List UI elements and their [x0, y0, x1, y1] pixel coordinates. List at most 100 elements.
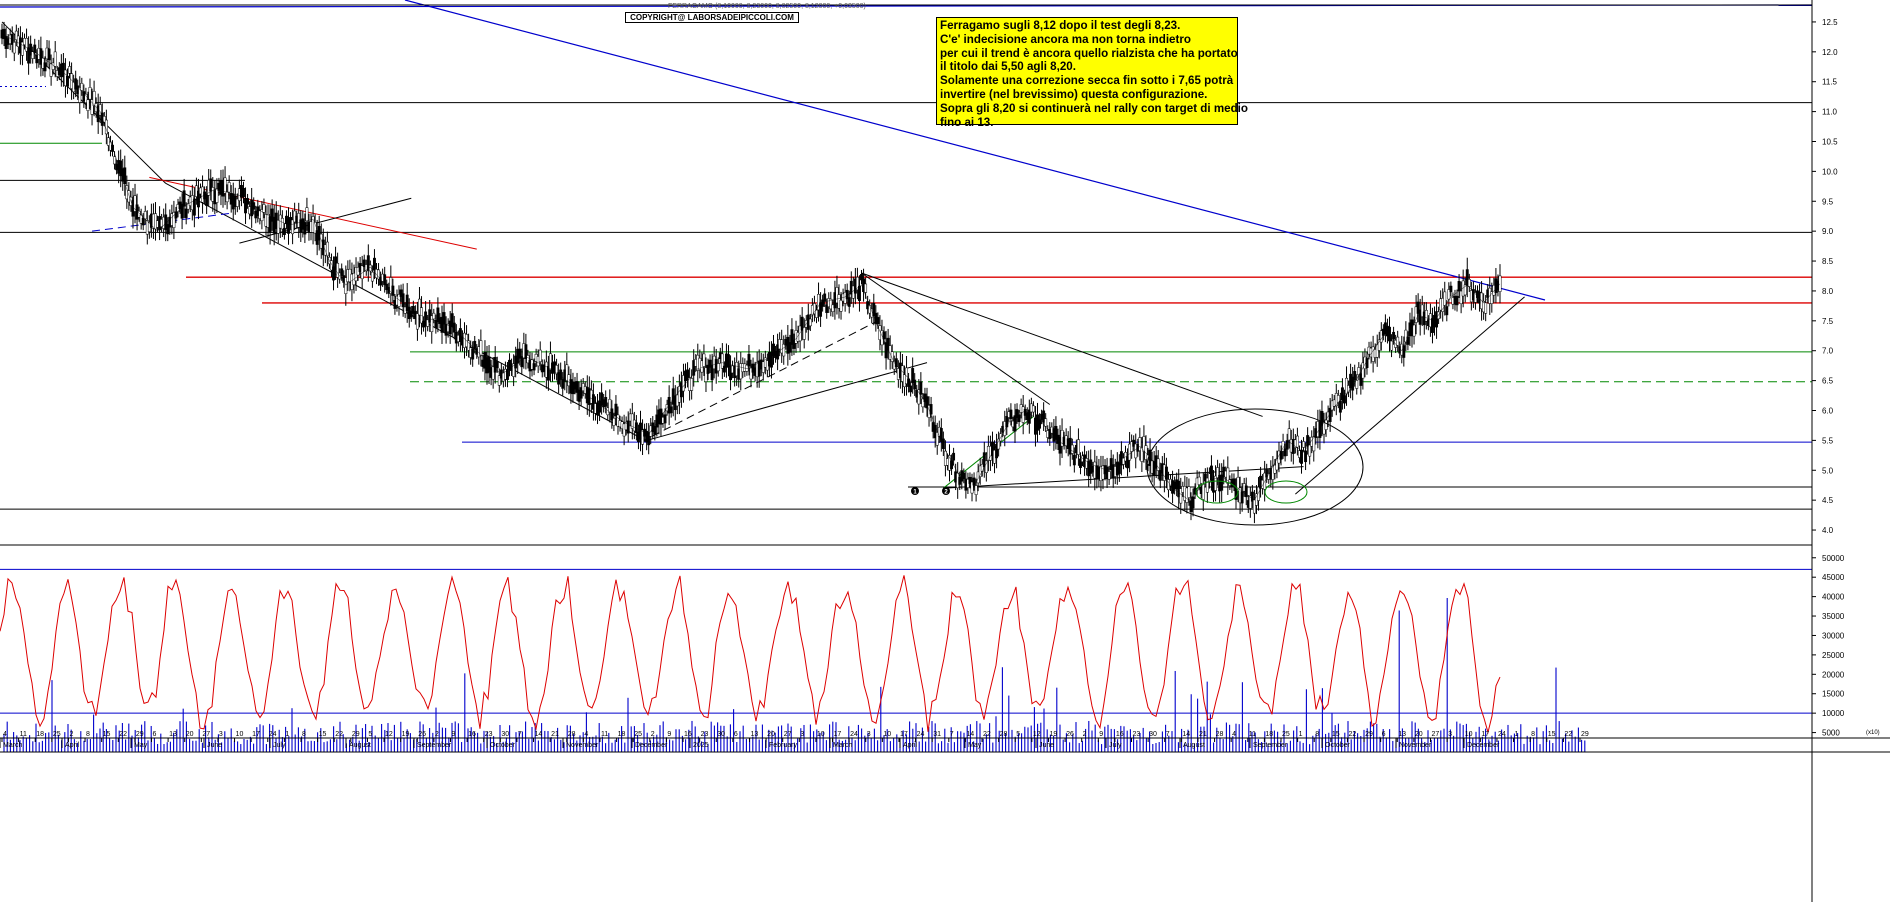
price-candle [424, 311, 428, 327]
price-candle [1390, 340, 1393, 351]
price-candle [1283, 448, 1287, 457]
month-label: December [1467, 742, 1500, 749]
price-candle [205, 194, 209, 206]
price-candle [608, 399, 612, 413]
month-label: September [417, 742, 452, 749]
price-candle [808, 318, 812, 327]
price-tick-label: 9.5 [1822, 197, 1834, 206]
ohlc-title: FERRAGAMO (8,10000, 8,23000, 8,02500, 8,… [668, 3, 866, 10]
price-candle [1140, 447, 1144, 462]
price-candle [1377, 339, 1381, 351]
price-candle [1023, 408, 1027, 416]
week-label: 16 [1116, 731, 1124, 738]
price-candle [802, 327, 806, 340]
price-candle [864, 283, 868, 293]
price-candle [770, 352, 773, 368]
week-label: 29 [136, 731, 144, 738]
price-candle [1304, 450, 1308, 463]
price-candle [43, 62, 47, 72]
price-candle [317, 226, 321, 241]
price-tick-label: 8.0 [1822, 287, 1834, 296]
price-candle [997, 438, 1001, 450]
month-label: October [1325, 742, 1351, 749]
price-candle [825, 304, 829, 313]
price-candle [141, 217, 145, 226]
price-candle [25, 38, 29, 52]
price-candle [1031, 405, 1035, 413]
price-candle [1138, 437, 1142, 451]
price-candle [1414, 306, 1418, 323]
price-candle [1412, 324, 1416, 337]
price-candle [401, 293, 405, 308]
price-candle [440, 316, 444, 333]
week-label: 12 [385, 731, 393, 738]
price-candle [1402, 345, 1406, 358]
week-label: 1 [285, 731, 289, 738]
volume-tick-label: 35000 [1822, 612, 1845, 621]
price-candle [962, 472, 966, 480]
price-candle [192, 199, 196, 216]
week-label: 27 [202, 731, 210, 738]
price-candle [1295, 435, 1299, 448]
price-candle [186, 203, 190, 210]
week-label: 5 [368, 731, 372, 738]
week-label: 6 [152, 731, 156, 738]
price-candle [2, 28, 6, 40]
month-label: November [566, 742, 599, 749]
price-tick-label: 11.0 [1822, 108, 1838, 117]
price-candle [1144, 445, 1148, 460]
price-candle [1187, 486, 1191, 498]
month-label: May [968, 742, 982, 749]
price-candle [749, 367, 753, 380]
price-candle [669, 406, 673, 414]
price-candle [1490, 291, 1494, 304]
price-candle [991, 441, 994, 457]
week-label: 24 [917, 731, 925, 738]
price-candle [1244, 485, 1248, 498]
price-candle [1396, 336, 1400, 346]
price-candle [798, 325, 802, 342]
week-label: 29 [1581, 731, 1589, 738]
week-label: 14 [966, 731, 974, 738]
price-candle [686, 369, 690, 381]
long-term-downtrend-line [404, 0, 1546, 301]
price-candle [1388, 326, 1391, 342]
week-label: 14 [535, 731, 543, 738]
trendline [861, 272, 1051, 405]
week-label: 5 [1016, 731, 1020, 738]
month-label: 2025 [693, 742, 709, 749]
price-candle [720, 353, 724, 369]
price-candle [976, 471, 980, 484]
price-candle [823, 293, 827, 302]
week-label: 21 [1199, 731, 1207, 738]
price-candle [819, 302, 823, 317]
copyright-label: COPYRIGHT@ LABORSADEIPICCOLI.COM [625, 12, 799, 23]
price-candle [1455, 295, 1459, 306]
price-candle [1070, 444, 1074, 454]
price-candle [555, 365, 559, 375]
price-candle [919, 381, 923, 395]
price-candle [1117, 462, 1121, 474]
price-candle [303, 222, 307, 235]
price-candle [1003, 421, 1007, 436]
price-candle [1353, 371, 1357, 381]
week-label: 29 [1365, 731, 1373, 738]
price-candle [1226, 467, 1230, 484]
price-candle [1220, 474, 1224, 491]
week-label: 11 [601, 731, 608, 738]
month-label: March [833, 742, 853, 749]
week-label: 8 [302, 731, 306, 738]
week-label: 27 [784, 731, 792, 738]
price-candle [790, 329, 794, 345]
week-label: 1 [1515, 731, 1519, 738]
week-label: 11 [1249, 731, 1256, 738]
price-candle [1443, 291, 1447, 306]
week-label: 3 [867, 731, 871, 738]
price-candle [1009, 409, 1013, 420]
week-label: 9 [667, 731, 671, 738]
price-candle [1005, 416, 1009, 428]
price-tick-label: 10.5 [1822, 137, 1838, 146]
week-label: 22 [1348, 731, 1356, 738]
price-candle [262, 204, 266, 213]
